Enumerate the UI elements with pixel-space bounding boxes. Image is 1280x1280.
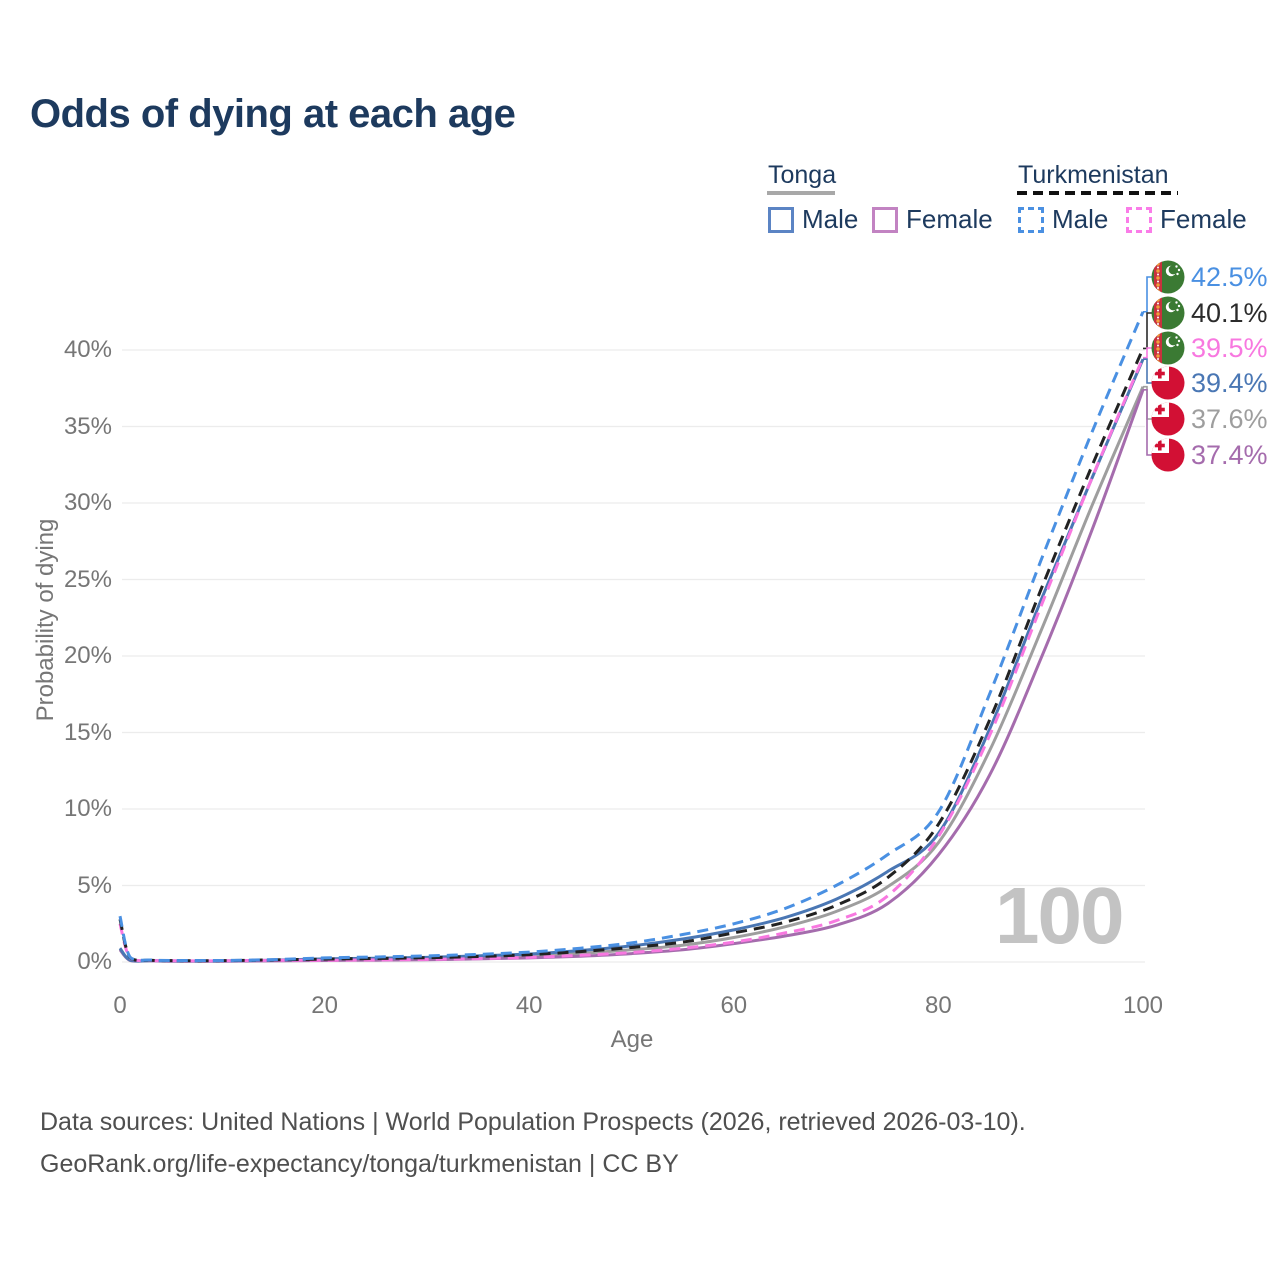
legend-label: Female (906, 204, 993, 234)
legend-label: Male (802, 204, 859, 234)
age-watermark: 100 (995, 871, 1124, 960)
x-tick-label: 60 (720, 992, 748, 1019)
checkbox-icon[interactable] (1126, 206, 1152, 233)
x-tick-label: 100 (1122, 992, 1164, 1019)
checkbox-icon[interactable] (872, 206, 898, 233)
y-tick-label: 15% (63, 718, 112, 746)
legend-checkbox-turkmenistan-female[interactable]: Female (1126, 204, 1247, 235)
y-tick-label: 5% (77, 871, 112, 899)
data-source-line: Data sources: United Nations | World Pop… (40, 1108, 1026, 1136)
y-tick-label: 40% (63, 336, 112, 363)
y-tick-label: 30% (63, 489, 112, 516)
series-end-value: 37.4% (1191, 439, 1268, 470)
series-end-label: 39.5% (1151, 330, 1268, 366)
legend-group-title-turkmenistan: Turkmenistan (1018, 161, 1169, 189)
y-axis-title: Probability of dying (32, 518, 59, 722)
legend-checkbox-turkmenistan-male[interactable]: Male (1018, 204, 1108, 235)
series-line-turkmenistan-both-sexes[interactable] (118, 347, 1145, 963)
x-tick-label: 20 (311, 992, 338, 1019)
legend-checkbox-tonga-female[interactable]: Female (872, 204, 993, 235)
series-end-value: 40.1% (1191, 297, 1268, 328)
tonga-solid-line-swatch (767, 191, 835, 195)
x-tick-label: 0 (113, 992, 127, 1019)
series-end-value: 39.5% (1191, 332, 1268, 363)
turkmenistan-flag-icon (1151, 296, 1185, 330)
legend-group-title-tonga: Tonga (768, 161, 837, 189)
series-end-label: 42.5% (1151, 259, 1268, 295)
turkmenistan-flag-icon (1151, 331, 1185, 365)
x-tick-label: 80 (925, 992, 952, 1019)
checkbox-icon[interactable] (1018, 206, 1044, 233)
end-label-connector (1143, 312, 1152, 350)
turkmenistan-dashed-line-swatch (1017, 191, 1178, 195)
end-label-connector (1143, 347, 1152, 359)
end-label-connector (1143, 276, 1152, 313)
series-end-value: 37.6% (1191, 403, 1268, 434)
tonga-flag-icon (1151, 438, 1185, 472)
x-tick-label: 40 (515, 992, 543, 1019)
y-tick-label: 20% (63, 642, 112, 669)
tonga-flag-icon (1151, 366, 1185, 400)
series-end-label: 37.4% (1151, 437, 1268, 473)
legend-label: Female (1160, 204, 1247, 234)
y-tick-label: 25% (63, 565, 112, 593)
series-line-turkmenistan-female[interactable] (118, 357, 1145, 963)
series-end-value: 39.4% (1191, 367, 1268, 398)
series-end-label: 39.4% (1151, 365, 1268, 401)
series-line-tonga-male[interactable] (118, 358, 1145, 963)
tonga-flag-icon (1151, 402, 1185, 436)
end-label-connector (1143, 358, 1152, 384)
page-title: Odds of dying at each age (30, 92, 516, 136)
series-line-turkmenistan-male[interactable] (118, 311, 1145, 963)
y-tick-label: 10% (63, 795, 112, 822)
turkmenistan-flag-icon (1151, 260, 1185, 294)
y-tick-label: 35% (63, 412, 112, 440)
legend-checkbox-tonga-male[interactable]: Male (768, 204, 858, 235)
series-end-value: 42.5% (1191, 261, 1268, 292)
checkbox-icon[interactable] (768, 206, 794, 233)
series-end-label: 40.1% (1151, 295, 1268, 331)
series-line-tonga-both-sexes[interactable] (118, 386, 1145, 963)
legend-label: Male (1052, 204, 1109, 234)
attribution-line: GeoRank.org/life-expectancy/tonga/turkme… (40, 1150, 679, 1178)
end-label-connector (1143, 388, 1152, 456)
x-axis-title: Age (610, 1026, 654, 1053)
series-end-label: 37.6% (1151, 401, 1268, 437)
series-line-tonga-female[interactable] (118, 389, 1145, 963)
y-tick-label: 0% (77, 948, 112, 975)
